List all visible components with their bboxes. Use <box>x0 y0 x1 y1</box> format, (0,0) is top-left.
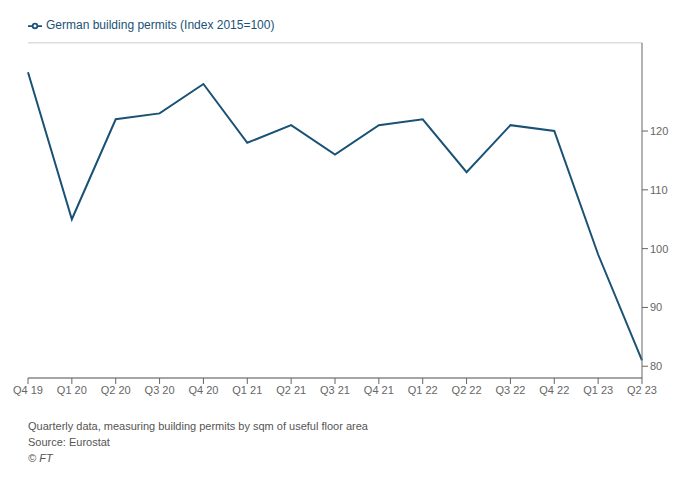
svg-text:90: 90 <box>650 301 662 313</box>
svg-text:Q4 19: Q4 19 <box>13 384 43 396</box>
svg-text:Q1 23: Q1 23 <box>583 384 613 396</box>
svg-text:110: 110 <box>650 184 668 196</box>
svg-text:Q2 23: Q2 23 <box>627 384 657 396</box>
html-text:Quarterly data, measuring buil: Quarterly data, measuring building permi… <box>28 420 368 432</box>
svg-text:Q2 22: Q2 22 <box>452 384 482 396</box>
svg-text:Q4 20: Q4 20 <box>188 384 218 396</box>
svg-text:Q4 21: Q4 21 <box>364 384 394 396</box>
svg-text:80: 80 <box>650 360 662 372</box>
svg-text:Q3 20: Q3 20 <box>145 384 175 396</box>
html-text:Source: Eurostat: Source: Eurostat <box>28 436 110 448</box>
svg-text:120: 120 <box>650 125 668 137</box>
svg-text:Q3 21: Q3 21 <box>320 384 350 396</box>
svg-text:Q1 21: Q1 21 <box>232 384 262 396</box>
svg-text:Q2 20: Q2 20 <box>101 384 131 396</box>
html-text:© FT: © FT <box>28 452 53 464</box>
html-text:German building permits (Index: German building permits (Index 2015=100) <box>46 18 275 32</box>
svg-text:Q1 20: Q1 20 <box>57 384 87 396</box>
svg-text:Q2 21: Q2 21 <box>276 384 306 396</box>
svg-text:100: 100 <box>650 243 668 255</box>
svg-text:Q1 22: Q1 22 <box>408 384 438 396</box>
svg-text:Q4 22: Q4 22 <box>539 384 569 396</box>
svg-text:Q3 22: Q3 22 <box>495 384 525 396</box>
